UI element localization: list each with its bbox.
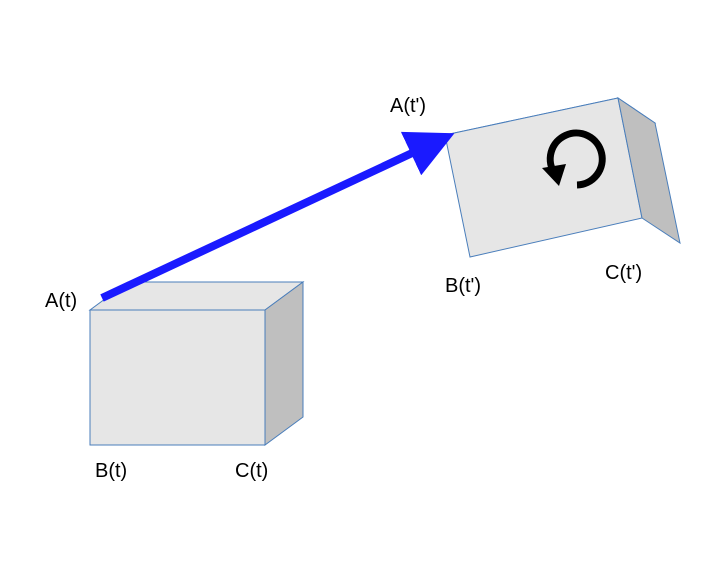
label-C-tp: C(t') — [605, 262, 642, 285]
label-C-t: C(t) — [235, 460, 268, 483]
label-A-t: A(t) — [45, 290, 77, 313]
diagram-canvas: A(t) B(t) C(t) A(t') B(t') C(t') — [0, 0, 720, 562]
label-B-t: B(t) — [95, 460, 127, 483]
cube-t — [90, 282, 303, 445]
label-A-tp: A(t') — [390, 95, 426, 118]
cube-tprime — [445, 98, 680, 257]
motion-arrow — [102, 140, 440, 298]
label-B-tp: B(t') — [445, 275, 481, 298]
